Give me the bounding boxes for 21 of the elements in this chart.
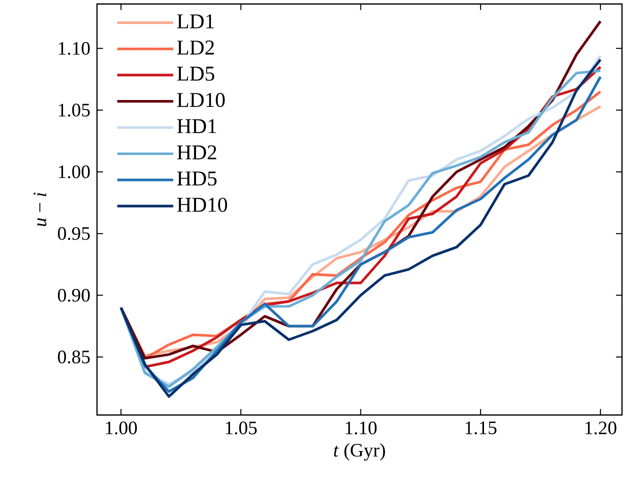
x-tick-label: 1.10 <box>346 422 377 434</box>
legend-label: HD10 <box>177 198 228 212</box>
y-tick-label: 0.85 <box>58 350 90 364</box>
legend-label: HD5 <box>177 172 217 186</box>
x-tick-label: 1.15 <box>466 422 496 434</box>
legend-label: LD10 <box>177 92 225 108</box>
x-tick-label: 1.00 <box>106 422 137 434</box>
x-tick-label: 1.20 <box>585 422 616 434</box>
y-axis-title: u − i <box>34 192 46 226</box>
legend-label: LD2 <box>177 40 214 54</box>
y-tick-label: 1.10 <box>58 42 90 55</box>
y-tick-label: 0.95 <box>58 227 90 240</box>
x-axis-title: t (Gyr) <box>334 443 385 461</box>
legend-label: LD1 <box>177 14 214 28</box>
legend-label: LD5 <box>177 66 214 81</box>
y-tick-label: 1.00 <box>58 165 90 178</box>
x-tick-label: 1.05 <box>226 422 257 434</box>
y-tick-label: 0.90 <box>58 288 90 302</box>
y-tick-label: 1.05 <box>58 104 90 117</box>
legend-label: HD1 <box>177 119 216 134</box>
legend-label: HD2 <box>177 145 216 160</box>
